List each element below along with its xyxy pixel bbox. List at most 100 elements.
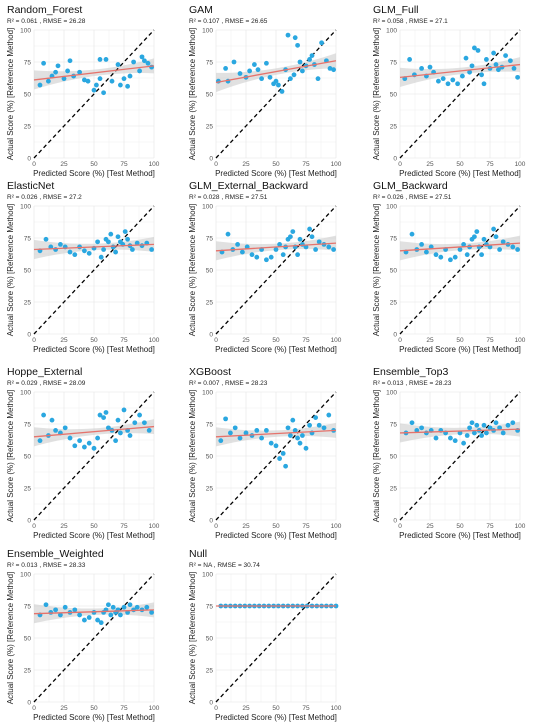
y-tick-label: 50 [206, 91, 214, 98]
data-point [62, 425, 68, 431]
panel-stats: R² = NA , RMSE = 30.74 [189, 562, 260, 569]
data-point [62, 604, 68, 610]
data-point [474, 229, 480, 234]
data-point [118, 82, 123, 88]
x-tick-label: 50 [272, 161, 280, 168]
x-tick-label: 75 [120, 337, 128, 344]
data-point [82, 77, 87, 83]
identity-line [33, 29, 155, 159]
y-tick-label: 0 [393, 331, 397, 338]
data-point [295, 435, 300, 441]
data-point [231, 59, 237, 65]
data-point [491, 50, 496, 56]
panel-stats: R² = 0.028 , RMSE = 27.51 [189, 194, 268, 201]
y-tick-label: 0 [209, 155, 213, 162]
x-tick-label: 0 [214, 705, 218, 712]
x-tick-label: 75 [120, 161, 128, 168]
data-point [108, 612, 114, 618]
data-point [139, 54, 145, 60]
data-point [467, 69, 472, 75]
x-tick-label: 50 [456, 523, 464, 530]
data-point [273, 443, 279, 449]
x-tick-label: 25 [60, 523, 68, 530]
panel-stats: R² = 0.007 , RMSE = 28.23 [189, 380, 268, 387]
data-point [472, 45, 477, 51]
data-point [493, 62, 499, 67]
x-tick-label: 0 [32, 161, 36, 168]
x-tick-label: 100 [515, 161, 526, 168]
y-tick-label: 25 [206, 299, 214, 306]
data-point [103, 410, 109, 415]
y-tick-label: 75 [206, 603, 214, 610]
x-tick-label: 75 [302, 523, 310, 530]
data-point [505, 422, 511, 428]
data-point [134, 240, 140, 246]
data-point [98, 254, 104, 260]
data-point [46, 78, 51, 84]
data-point [101, 415, 106, 420]
y-axis-label: Actual Score (%) [Reference Method] [188, 204, 197, 337]
data-point [237, 71, 243, 76]
y-tick-label: 0 [209, 517, 213, 524]
data-point [243, 430, 249, 436]
data-point [109, 78, 115, 84]
x-axis-label: Predicted Score (%) [Test Method] [399, 531, 521, 540]
confidence-band [216, 53, 336, 93]
y-tick-label: 100 [20, 571, 31, 578]
chart-panel: ElasticNet R² = 0.026 , RMSE = 27.2 0 25 50 7… [4, 180, 184, 358]
fit-line [33, 609, 155, 615]
data-point [515, 247, 520, 252]
data-point [82, 617, 87, 623]
y-axis-label: Actual Score (%) [Reference Method] [6, 572, 15, 705]
data-point [142, 420, 147, 426]
data-point [297, 236, 303, 242]
data-point [91, 445, 97, 451]
identity-line [215, 205, 337, 335]
x-axis-label: Predicted Score (%) [Test Method] [33, 531, 155, 540]
data-point [424, 249, 429, 255]
y-tick-label: 25 [390, 123, 398, 130]
data-point [307, 57, 312, 62]
x-tick-label: 50 [90, 523, 98, 530]
data-point [321, 425, 327, 431]
y-tick-label: 50 [206, 267, 214, 274]
chart-panel: XGBoost R² = 0.007 , RMSE = 28.23 0 25 50 75 1… [186, 366, 366, 544]
panel-title: Null [189, 548, 208, 560]
data-point [259, 76, 264, 82]
x-tick-label: 100 [149, 523, 160, 530]
data-point [433, 435, 439, 441]
points [216, 32, 336, 94]
data-point [225, 231, 231, 237]
data-point [424, 430, 429, 436]
x-tick-label: 25 [60, 337, 68, 344]
panel-stats: R² = 0.029 , RMSE = 28.09 [7, 380, 86, 387]
data-point [452, 438, 458, 444]
data-point [276, 82, 281, 88]
data-point [279, 89, 285, 94]
data-point [448, 435, 453, 441]
x-tick-label: 100 [149, 161, 160, 168]
y-tick-label: 75 [24, 59, 32, 66]
chart-panel: Null R² = NA , RMSE = 30.74 0 25 50 75 100 0 25 5… [186, 548, 366, 726]
data-point [491, 226, 496, 232]
data-point [419, 66, 424, 71]
data-point [125, 236, 130, 242]
data-point [267, 74, 273, 80]
data-point [142, 58, 147, 64]
data-point [137, 412, 143, 418]
data-point [232, 425, 238, 431]
data-point [53, 428, 58, 433]
x-axis-label: Predicted Score (%) [Test Method] [399, 169, 521, 178]
data-point [326, 244, 332, 250]
data-point [297, 440, 303, 446]
x-axis-label: Predicted Score (%) [Test Method] [215, 531, 337, 540]
x-tick-label: 25 [242, 705, 250, 712]
points [37, 407, 152, 451]
y-tick-label: 100 [202, 203, 213, 210]
data-point [457, 430, 463, 436]
data-point [313, 415, 318, 420]
x-tick-label: 100 [149, 337, 160, 344]
data-point [49, 417, 55, 423]
